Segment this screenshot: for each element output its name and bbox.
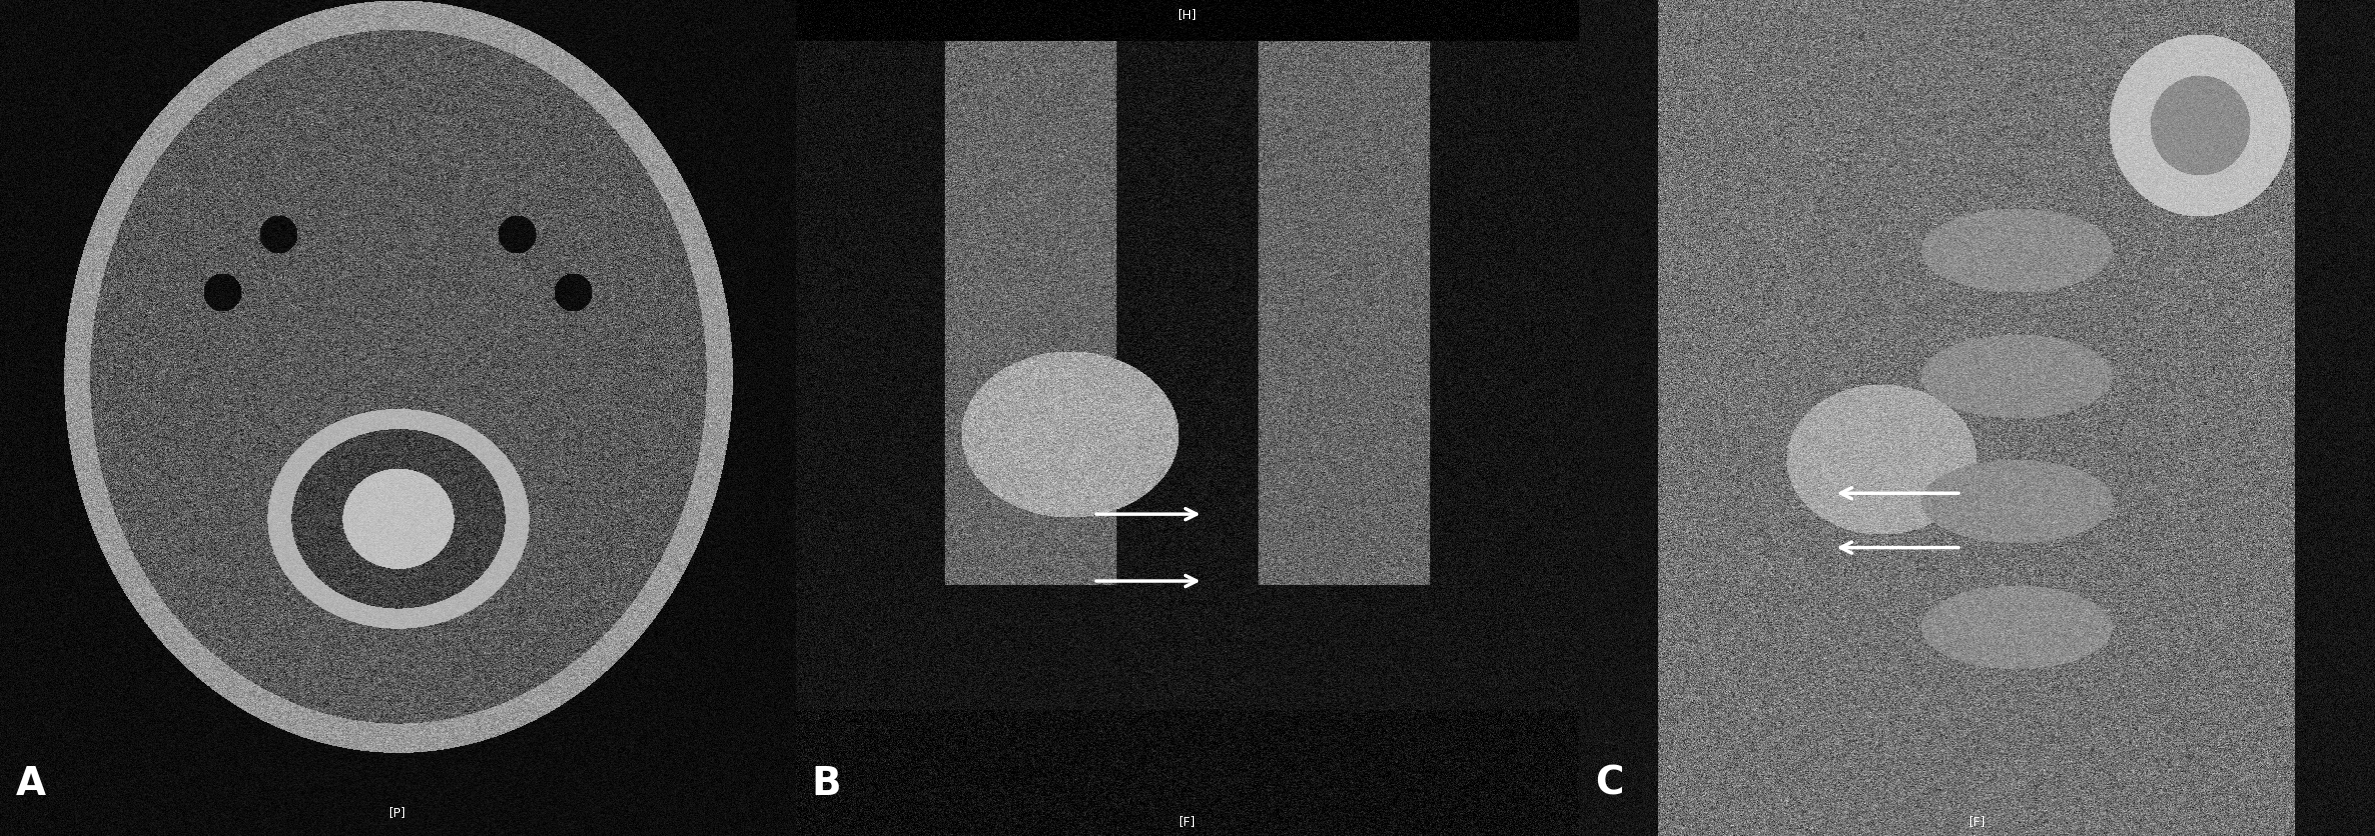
Text: [P]: [P] xyxy=(390,806,406,819)
Text: [H]: [H] xyxy=(1178,8,1197,22)
Text: A: A xyxy=(17,765,45,803)
Text: B: B xyxy=(812,765,841,803)
Text: C: C xyxy=(1596,765,1624,803)
Text: [F]: [F] xyxy=(1969,814,1986,828)
Text: [F]: [F] xyxy=(1178,814,1197,828)
